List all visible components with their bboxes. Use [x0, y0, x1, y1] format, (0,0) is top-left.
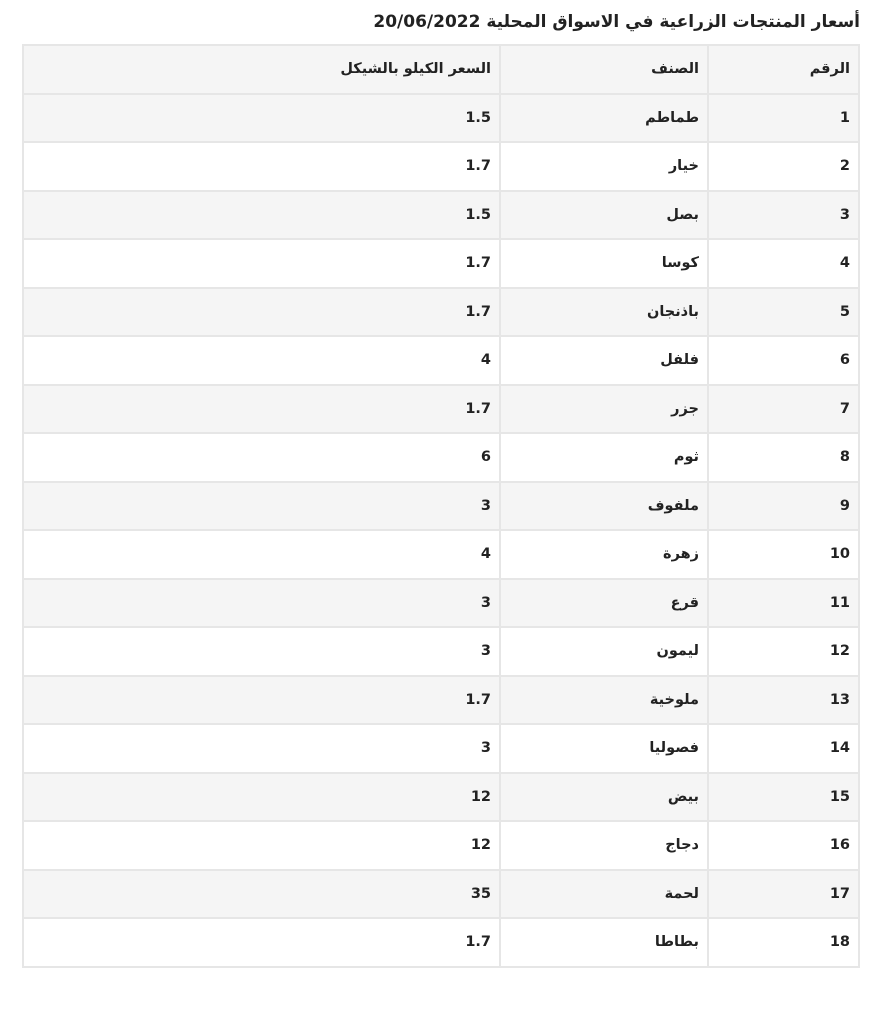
- cell-number: 10: [707, 529, 860, 580]
- table-row: 8 ثوم 6: [22, 432, 860, 483]
- cell-item: ثوم: [499, 432, 709, 483]
- cell-item: فلفل: [499, 335, 709, 386]
- cell-item: فصوليا: [499, 723, 709, 774]
- cell-price: 35: [22, 868, 501, 919]
- cell-number: 5: [707, 286, 860, 337]
- table-row: 5 باذنجان 1.7: [22, 286, 860, 337]
- cell-price: 3: [22, 577, 501, 628]
- cell-number: 16: [707, 820, 860, 871]
- cell-price: 12: [22, 820, 501, 871]
- cell-item: بصل: [499, 189, 709, 240]
- cell-item: بيض: [499, 771, 709, 822]
- cell-number: 6: [707, 335, 860, 386]
- table-row: 4 كوسا 1.7: [22, 238, 860, 289]
- cell-item: باذنجان: [499, 286, 709, 337]
- cell-number: 13: [707, 674, 860, 725]
- table-row: 3 بصل 1.5: [22, 189, 860, 240]
- cell-price: 4: [22, 335, 501, 386]
- cell-item: ملفوف: [499, 480, 709, 531]
- cell-price: 4: [22, 529, 501, 580]
- cell-item: بطاطا: [499, 917, 709, 968]
- table-row: 14 فصوليا 3: [22, 723, 860, 774]
- cell-number: 9: [707, 480, 860, 531]
- cell-price: 3: [22, 480, 501, 531]
- cell-item: لحمة: [499, 868, 709, 919]
- cell-number: 15: [707, 771, 860, 822]
- cell-number: 17: [707, 868, 860, 919]
- prices-table: الرقم الصنف السعر الكيلو بالشيكل 1 طماطم 1…: [22, 44, 860, 968]
- cell-price: 1.7: [22, 917, 501, 968]
- table-row: 1 طماطم 1.5: [22, 92, 860, 143]
- cell-item: ليمون: [499, 626, 709, 677]
- table-row: 13 ملوخية 1.7: [22, 674, 860, 725]
- table-row: 12 ليمون 3: [22, 626, 860, 677]
- table-row: 15 بيض 12: [22, 771, 860, 822]
- table-row: 16 دجاج 12: [22, 820, 860, 871]
- cell-item: دجاج: [499, 820, 709, 871]
- header-item: الصنف: [499, 44, 709, 95]
- cell-price: 1.7: [22, 286, 501, 337]
- cell-item: خيار: [499, 141, 709, 192]
- cell-price: 6: [22, 432, 501, 483]
- cell-number: 12: [707, 626, 860, 677]
- cell-price: 1.7: [22, 238, 501, 289]
- cell-number: 4: [707, 238, 860, 289]
- table-header-row: الرقم الصنف السعر الكيلو بالشيكل: [22, 44, 860, 95]
- cell-item: ملوخية: [499, 674, 709, 725]
- cell-number: 14: [707, 723, 860, 774]
- cell-item: كوسا: [499, 238, 709, 289]
- header-number: الرقم: [707, 44, 860, 95]
- cell-price: 1.7: [22, 141, 501, 192]
- cell-price: 3: [22, 626, 501, 677]
- cell-number: 7: [707, 383, 860, 434]
- table-row: 2 خيار 1.7: [22, 141, 860, 192]
- cell-item: زهرة: [499, 529, 709, 580]
- page-title: أسعار المنتجات الزراعية في الاسواق المحل…: [373, 12, 860, 32]
- cell-price: 1.7: [22, 383, 501, 434]
- cell-number: 8: [707, 432, 860, 483]
- table-row: 6 فلفل 4: [22, 335, 860, 386]
- cell-item: قرع: [499, 577, 709, 628]
- cell-price: 1.5: [22, 92, 501, 143]
- table-row: 18 بطاطا 1.7: [22, 917, 860, 968]
- cell-price: 1.7: [22, 674, 501, 725]
- cell-item: طماطم: [499, 92, 709, 143]
- cell-number: 1: [707, 92, 860, 143]
- table-row: 11 قرع 3: [22, 577, 860, 628]
- cell-number: 3: [707, 189, 860, 240]
- cell-number: 11: [707, 577, 860, 628]
- table-row: 17 لحمة 35: [22, 868, 860, 919]
- cell-number: 2: [707, 141, 860, 192]
- cell-price: 12: [22, 771, 501, 822]
- cell-number: 18: [707, 917, 860, 968]
- table-row: 7 جزر 1.7: [22, 383, 860, 434]
- cell-price: 3: [22, 723, 501, 774]
- cell-item: جزر: [499, 383, 709, 434]
- header-price: السعر الكيلو بالشيكل: [22, 44, 501, 95]
- table-row: 10 زهرة 4: [22, 529, 860, 580]
- cell-price: 1.5: [22, 189, 501, 240]
- table-row: 9 ملفوف 3: [22, 480, 860, 531]
